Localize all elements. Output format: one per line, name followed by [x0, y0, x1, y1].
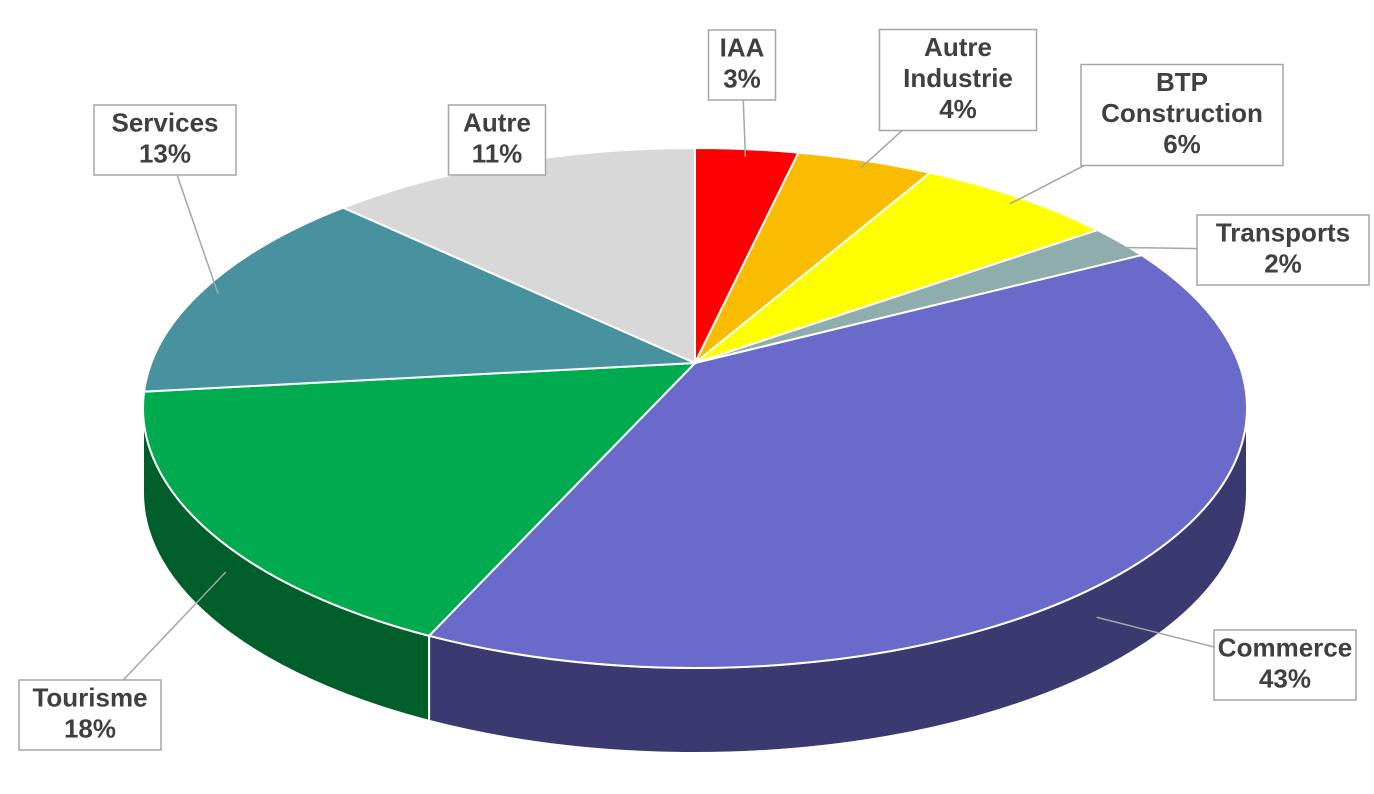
category-label: Transports — [1216, 217, 1350, 247]
label-box — [18, 679, 162, 751]
category-label: Services — [112, 107, 219, 137]
value-label: 3% — [723, 63, 761, 93]
category-label: Commerce — [1218, 632, 1352, 662]
value-label: 43% — [1259, 663, 1311, 693]
category-label: IAA — [720, 32, 765, 62]
label-box — [1080, 63, 1284, 167]
label-box — [447, 104, 547, 176]
slice — [694, 171, 1101, 364]
slice — [142, 361, 698, 637]
value-label: 6% — [1163, 129, 1201, 159]
category-label: Autre Industrie — [903, 32, 1013, 93]
value-label: 2% — [1264, 248, 1302, 278]
category-label: Tourisme — [32, 682, 147, 712]
label-box — [878, 28, 1038, 132]
label-box — [1196, 214, 1370, 286]
slice — [427, 254, 1249, 669]
label-box — [93, 104, 237, 176]
value-label: 11% — [472, 138, 523, 168]
label-box — [1213, 629, 1357, 701]
value-label: 13% — [139, 138, 191, 168]
value-label: 4% — [939, 94, 977, 124]
value-label: 18% — [64, 713, 116, 743]
category-label: Autre — [463, 107, 531, 137]
category-label: BTP Construction — [1101, 67, 1263, 128]
label-box — [707, 29, 777, 101]
slice — [142, 206, 696, 393]
